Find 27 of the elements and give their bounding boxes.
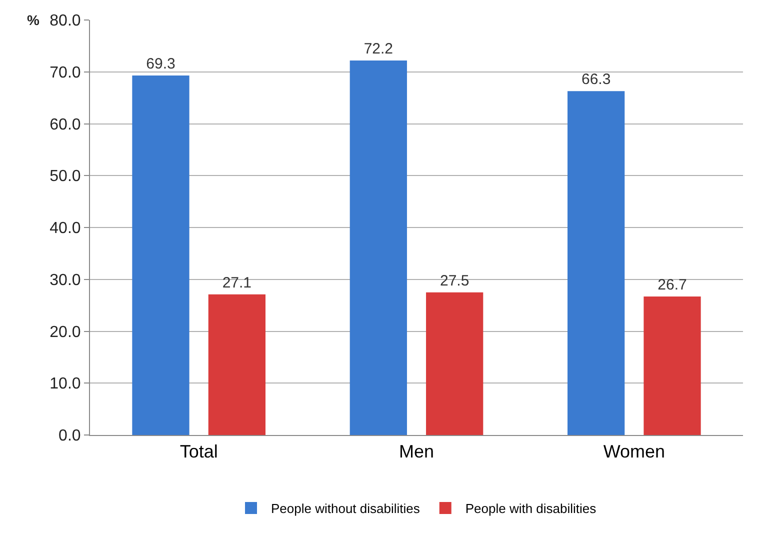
y-tick-label: 40.0 [50,220,81,238]
data-label: 69.3 [146,56,176,73]
y-tick-label: 80.0 [50,12,81,30]
bar [350,60,407,435]
bar [568,91,625,435]
y-axis-title: % [27,12,40,28]
y-tick-label: 70.0 [50,64,81,82]
y-tick-label: 60.0 [50,116,81,134]
x-tick-label: Total [180,442,218,462]
data-label: 72.2 [364,40,394,58]
data-label: 26.7 [658,276,687,294]
y-tick-label: 10.0 [50,376,81,393]
x-tick-label: Women [603,442,666,462]
y-tick-label: 50.0 [50,168,81,186]
legend-label: People with disabilities [465,501,597,516]
bar [426,292,484,435]
bar [208,294,266,435]
legend-label: People without disabilities [271,501,420,516]
y-tick-label: 0.0 [58,428,81,445]
bar [644,296,701,435]
x-tick-label: Men [398,442,434,462]
y-tick-label: 20.0 [50,324,81,341]
data-label: 66.3 [581,71,611,88]
data-label: 27.1 [222,274,252,292]
bar [132,76,190,435]
y-tick-label: 30.0 [50,272,81,289]
data-label: 27.5 [440,272,470,290]
